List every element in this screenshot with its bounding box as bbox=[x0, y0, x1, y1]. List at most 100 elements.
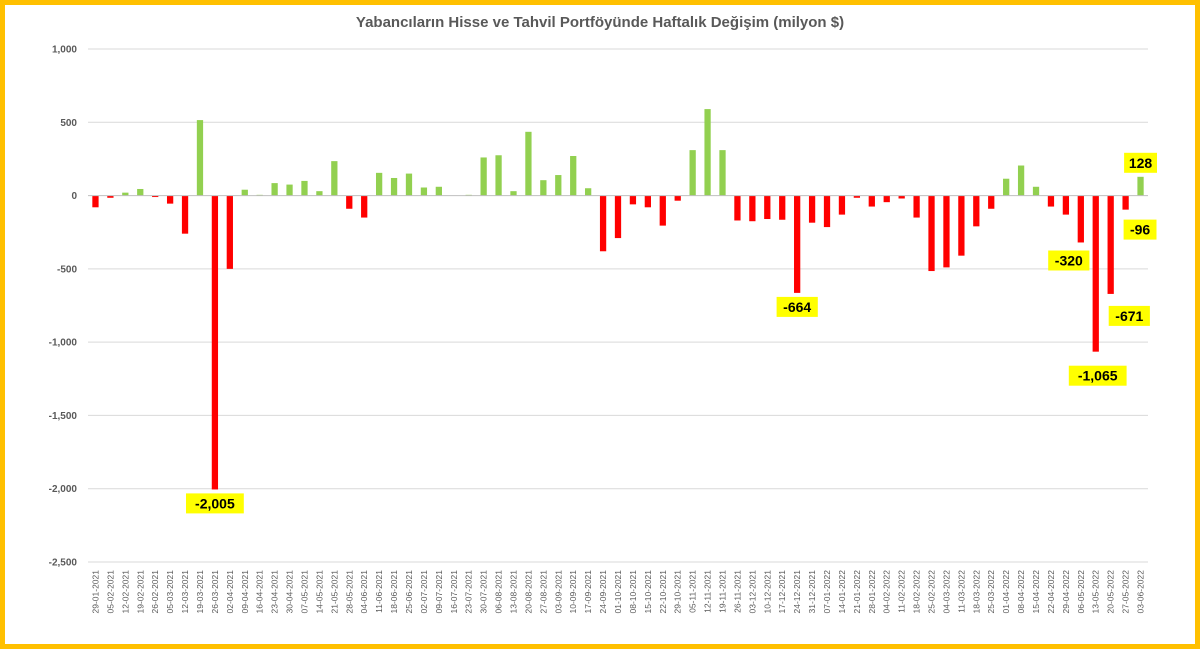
x-tick-label: 04-06-2021 bbox=[359, 570, 369, 614]
x-tick-label: 29-04-2022 bbox=[1061, 570, 1071, 614]
x-tick-label: 29-10-2021 bbox=[673, 570, 683, 614]
bar bbox=[107, 195, 114, 198]
x-tick-label: 30-04-2021 bbox=[285, 570, 295, 614]
data-label: -1,065 bbox=[1068, 365, 1127, 386]
x-tick-label: 26-02-2021 bbox=[150, 570, 160, 614]
x-tick-label: 16-04-2021 bbox=[255, 570, 265, 614]
bar bbox=[913, 195, 920, 218]
x-tick-label: 27-08-2021 bbox=[538, 570, 548, 614]
bar bbox=[749, 195, 756, 222]
bar bbox=[883, 195, 890, 203]
bar bbox=[1092, 195, 1099, 352]
bar bbox=[361, 195, 368, 218]
bar bbox=[823, 195, 831, 228]
x-tick-label: 20-08-2021 bbox=[523, 570, 533, 614]
bar bbox=[181, 195, 189, 234]
x-tick-label: 08-04-2022 bbox=[1016, 570, 1026, 614]
x-tick-label: 30-07-2021 bbox=[479, 570, 489, 614]
bar bbox=[420, 187, 428, 196]
bar bbox=[301, 180, 308, 196]
bar bbox=[689, 150, 696, 196]
x-tick-label: 15-04-2022 bbox=[1031, 570, 1041, 614]
y-tick-label: -2,000 bbox=[49, 484, 78, 495]
x-tick-label: 19-02-2021 bbox=[135, 570, 145, 614]
bar bbox=[405, 173, 413, 196]
x-tick-label: 23-04-2021 bbox=[270, 570, 280, 614]
x-tick-label: 26-11-2021 bbox=[732, 570, 742, 613]
bar-chart: Yabancıların Hisse ve Tahvil Portföyünde… bbox=[49, 14, 1157, 614]
data-label: -320 bbox=[1048, 250, 1090, 271]
x-tick-label: 21-05-2021 bbox=[329, 570, 339, 614]
x-axis-ticks: 29-01-2021 05-02-2021 12-02-2021 19-02-2021… bbox=[90, 570, 1145, 614]
gridlines bbox=[88, 48, 1148, 563]
bar bbox=[525, 131, 532, 196]
bar bbox=[510, 191, 517, 196]
x-tick-label: 25-06-2021 bbox=[404, 570, 414, 614]
x-tick-label: 13-05-2022 bbox=[1091, 570, 1101, 614]
bar bbox=[629, 195, 637, 205]
x-tick-label: 17-09-2021 bbox=[583, 570, 593, 614]
x-tick-label: 07-01-2022 bbox=[822, 570, 832, 614]
bar bbox=[779, 195, 786, 220]
bar bbox=[808, 195, 816, 223]
x-tick-label: 13-08-2021 bbox=[508, 570, 518, 614]
bars bbox=[92, 109, 1144, 490]
x-tick-label: 06-08-2021 bbox=[494, 570, 504, 614]
data-label: -671 bbox=[1108, 305, 1150, 326]
data-label-bg bbox=[1048, 250, 1090, 271]
bar bbox=[614, 195, 622, 239]
x-tick-label: 10-12-2021 bbox=[762, 570, 772, 614]
data-labels: -2,005 -664 -320 -1,065 -671 -96 128 bbox=[186, 152, 1157, 514]
bar bbox=[375, 172, 383, 196]
bar bbox=[973, 195, 980, 227]
bar bbox=[316, 191, 323, 196]
bar bbox=[719, 150, 726, 196]
bar bbox=[122, 192, 129, 196]
data-label-bg bbox=[1108, 305, 1150, 326]
bar bbox=[868, 195, 875, 207]
bar bbox=[435, 186, 442, 196]
bar bbox=[286, 184, 293, 196]
x-tick-label: 09-04-2021 bbox=[240, 570, 250, 614]
x-tick-label: 01-04-2022 bbox=[1001, 570, 1011, 614]
x-tick-label: 21-01-2022 bbox=[852, 570, 862, 614]
x-tick-label: 22-10-2021 bbox=[658, 570, 668, 614]
x-tick-label: 28-01-2022 bbox=[867, 570, 877, 614]
y-tick-label: 500 bbox=[60, 118, 77, 129]
x-tick-label: 14-01-2022 bbox=[837, 570, 847, 614]
bar bbox=[734, 195, 741, 221]
bar bbox=[1137, 176, 1144, 196]
bar bbox=[331, 161, 338, 196]
x-tick-label: 23-07-2021 bbox=[464, 570, 474, 614]
bar bbox=[1107, 195, 1114, 294]
x-tick-label: 12-03-2021 bbox=[180, 570, 190, 614]
bar bbox=[659, 195, 666, 226]
bar bbox=[1032, 186, 1040, 196]
bar bbox=[1047, 195, 1055, 207]
bar bbox=[764, 195, 771, 220]
data-label: -664 bbox=[776, 296, 818, 317]
x-tick-label: 18-06-2021 bbox=[389, 570, 399, 614]
y-tick-label: 1,000 bbox=[52, 45, 77, 56]
data-label-bg bbox=[186, 493, 244, 514]
x-tick-label: 03-09-2021 bbox=[553, 570, 563, 614]
data-label: 128 bbox=[1124, 152, 1157, 173]
x-tick-label: 05-11-2021 bbox=[688, 570, 698, 613]
x-tick-label: 20-05-2022 bbox=[1106, 570, 1116, 614]
x-tick-label: 11-03-2022 bbox=[956, 570, 966, 613]
bar bbox=[898, 195, 905, 199]
bar bbox=[390, 177, 398, 196]
y-tick-label: -1,000 bbox=[49, 338, 78, 349]
x-tick-label: 03-06-2022 bbox=[1136, 570, 1146, 614]
x-tick-label: 04-02-2022 bbox=[882, 570, 892, 614]
y-tick-label: -1,500 bbox=[49, 411, 78, 422]
bar bbox=[958, 195, 965, 256]
x-tick-label: 19-03-2021 bbox=[195, 570, 205, 614]
x-tick-label: 05-02-2021 bbox=[105, 570, 115, 614]
bar bbox=[92, 195, 99, 208]
bar bbox=[241, 189, 248, 196]
x-tick-label: 11-06-2021 bbox=[374, 570, 384, 613]
chart-title: Yabancıların Hisse ve Tahvil Portföyünde… bbox=[356, 14, 844, 31]
bar bbox=[704, 109, 711, 196]
